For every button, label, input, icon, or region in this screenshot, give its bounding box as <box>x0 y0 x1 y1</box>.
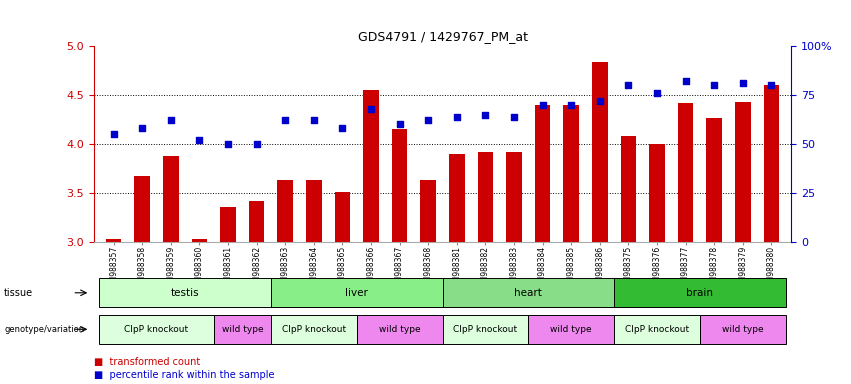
Point <box>507 114 521 120</box>
Point <box>335 125 349 131</box>
Text: liver: liver <box>346 288 368 298</box>
Bar <box>620 136 637 242</box>
Text: ClpP knockout: ClpP knockout <box>454 325 517 334</box>
Point <box>135 125 149 131</box>
FancyBboxPatch shape <box>357 314 443 344</box>
Point <box>536 102 550 108</box>
Bar <box>649 144 665 242</box>
Text: wild type: wild type <box>722 325 763 334</box>
Point <box>221 141 235 147</box>
Text: ■  transformed count: ■ transformed count <box>94 357 200 367</box>
Point <box>307 118 321 124</box>
Point <box>164 118 178 124</box>
Point <box>278 118 292 124</box>
Bar <box>735 102 751 242</box>
Text: wild type: wild type <box>221 325 263 334</box>
Point <box>564 102 578 108</box>
Point <box>679 78 693 84</box>
Text: testis: testis <box>171 288 199 298</box>
Text: wild type: wild type <box>551 325 592 334</box>
Bar <box>534 105 551 242</box>
FancyBboxPatch shape <box>528 314 614 344</box>
Bar <box>191 239 208 242</box>
Bar <box>277 180 293 242</box>
Bar <box>449 154 465 242</box>
Text: tissue: tissue <box>4 288 33 298</box>
Bar <box>363 90 379 242</box>
Bar <box>334 192 351 242</box>
FancyBboxPatch shape <box>614 278 785 308</box>
Bar <box>106 239 122 242</box>
Bar <box>506 152 522 242</box>
FancyBboxPatch shape <box>700 314 785 344</box>
Point <box>621 82 635 88</box>
Bar <box>391 129 408 242</box>
Bar <box>420 180 436 242</box>
Point <box>364 106 378 112</box>
Text: ClpP knockout: ClpP knockout <box>282 325 346 334</box>
FancyBboxPatch shape <box>614 314 700 344</box>
Point <box>707 82 721 88</box>
Bar <box>134 176 150 242</box>
Bar <box>306 180 322 242</box>
Bar <box>248 201 265 242</box>
FancyBboxPatch shape <box>100 314 214 344</box>
Text: ClpP knockout: ClpP knockout <box>625 325 689 334</box>
Point <box>250 141 264 147</box>
Text: brain: brain <box>687 288 713 298</box>
Bar <box>163 156 179 242</box>
FancyBboxPatch shape <box>443 278 614 308</box>
FancyBboxPatch shape <box>100 278 271 308</box>
Point <box>736 80 750 86</box>
Point <box>192 137 206 143</box>
Bar <box>706 118 722 242</box>
Point <box>593 98 607 104</box>
Text: genotype/variation: genotype/variation <box>4 325 84 334</box>
Point <box>107 131 121 137</box>
FancyBboxPatch shape <box>214 314 271 344</box>
FancyBboxPatch shape <box>443 314 528 344</box>
FancyBboxPatch shape <box>271 314 357 344</box>
Point <box>393 121 407 127</box>
Text: wild type: wild type <box>379 325 420 334</box>
Bar <box>677 103 694 242</box>
Point <box>478 112 492 118</box>
Text: heart: heart <box>514 288 542 298</box>
Text: ClpP knockout: ClpP knockout <box>124 325 189 334</box>
FancyBboxPatch shape <box>271 278 443 308</box>
Text: ■  percentile rank within the sample: ■ percentile rank within the sample <box>94 370 274 380</box>
Bar <box>563 105 579 242</box>
Point <box>764 82 778 88</box>
Bar <box>477 152 494 242</box>
Bar <box>763 85 780 242</box>
Point <box>421 118 435 124</box>
Bar <box>220 207 236 242</box>
Bar <box>592 62 608 242</box>
Title: GDS4791 / 1429767_PM_at: GDS4791 / 1429767_PM_at <box>357 30 528 43</box>
Point <box>450 114 464 120</box>
Point <box>650 90 664 96</box>
